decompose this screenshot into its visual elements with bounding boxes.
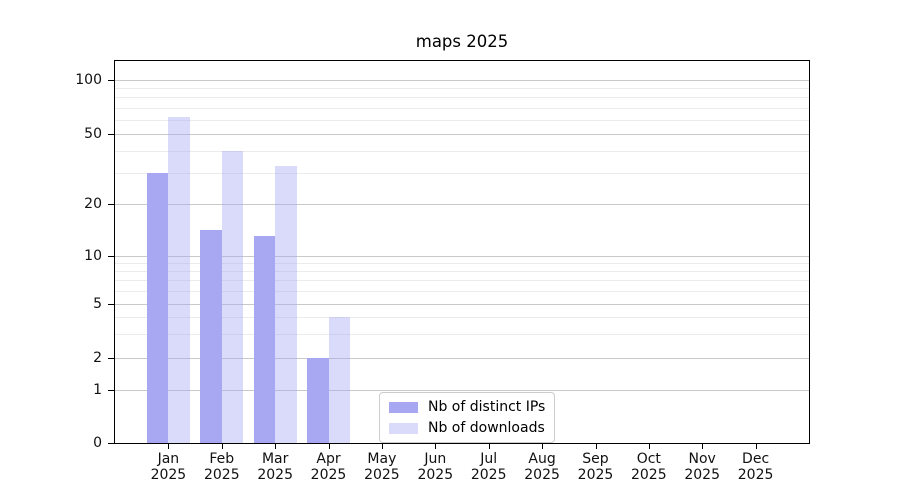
x-tick-label: Jul 2025 bbox=[470, 451, 507, 483]
x-tick-label: Dec 2025 bbox=[737, 451, 774, 483]
x-tick-label: Feb 2025 bbox=[203, 451, 240, 483]
gridline-major bbox=[115, 79, 809, 81]
gridline-minor bbox=[115, 262, 809, 264]
gridline-major bbox=[115, 389, 809, 391]
x-tick-mark bbox=[542, 444, 544, 449]
gridline-major bbox=[115, 203, 809, 205]
bar-ips-mar bbox=[253, 235, 276, 443]
gridline-minor bbox=[115, 120, 809, 121]
x-tick-mark bbox=[381, 444, 383, 449]
gridline-minor bbox=[115, 173, 809, 175]
x-tick-label: Sep 2025 bbox=[577, 451, 614, 483]
gridline-minor bbox=[115, 88, 809, 89]
gridline-minor bbox=[115, 317, 809, 318]
gridline-major bbox=[115, 134, 809, 136]
y-tick-mark bbox=[108, 134, 114, 136]
x-tick-mark bbox=[702, 444, 704, 449]
bar-downloads-apr bbox=[328, 317, 350, 443]
legend-row: Nb of downloads bbox=[389, 419, 545, 437]
y-tick-mark bbox=[108, 255, 114, 257]
y-tick-mark bbox=[108, 357, 114, 359]
x-tick-mark bbox=[328, 444, 330, 449]
gridline-minor bbox=[115, 151, 809, 153]
bar-ips-apr bbox=[307, 357, 329, 443]
x-tick-mark bbox=[275, 444, 277, 449]
y-tick-label: 2 bbox=[93, 349, 102, 366]
bars-layer bbox=[115, 61, 809, 443]
x-tick-label: Nov 2025 bbox=[684, 451, 720, 483]
y-tick-label: 0 bbox=[93, 435, 102, 451]
legend-swatch-ips bbox=[389, 401, 418, 413]
gridline-minor bbox=[115, 271, 809, 273]
legend-row: Nb of distinct IPs bbox=[389, 398, 545, 416]
gridline-minor bbox=[115, 97, 809, 99]
gridline-minor bbox=[115, 291, 809, 293]
grid-layer bbox=[115, 61, 809, 443]
plot-area: Nb of distinct IPs Nb of downloads bbox=[114, 60, 810, 444]
x-tick-label: May 2025 bbox=[364, 451, 400, 483]
gridline-minor bbox=[115, 333, 809, 335]
x-tick-mark bbox=[755, 444, 757, 449]
legend-label: Nb of distinct IPs bbox=[428, 399, 546, 415]
y-tick-mark bbox=[108, 79, 114, 81]
y-tick-mark bbox=[108, 203, 114, 205]
y-tick-mark bbox=[108, 389, 114, 391]
legend: Nb of distinct IPs Nb of downloads bbox=[379, 392, 556, 443]
x-tick-label: Mar 2025 bbox=[257, 451, 293, 483]
chart-title: maps 2025 bbox=[415, 32, 509, 51]
y-tick-label: 20 bbox=[84, 195, 102, 212]
x-tick-label: Oct 2025 bbox=[630, 451, 667, 483]
y-tick-label: 10 bbox=[84, 247, 102, 264]
gridline-major bbox=[115, 303, 809, 305]
bar-ips-feb bbox=[200, 230, 222, 443]
y-tick-label: 100 bbox=[75, 71, 102, 88]
bar-ips-jan bbox=[147, 173, 169, 443]
gridline-minor bbox=[115, 107, 809, 109]
y-tick-label: 50 bbox=[84, 126, 102, 143]
x-tick-label: Apr 2025 bbox=[310, 451, 347, 483]
x-tick-mark bbox=[168, 444, 170, 449]
x-tick-mark bbox=[435, 444, 437, 449]
gridline-major bbox=[115, 357, 809, 359]
x-tick-mark bbox=[648, 444, 650, 449]
legend-swatch-downloads bbox=[389, 422, 418, 434]
y-tick-mark bbox=[108, 303, 114, 305]
x-tick-label: Aug 2025 bbox=[524, 451, 560, 483]
x-tick-label: Jan 2025 bbox=[150, 451, 187, 483]
bar-downloads-mar bbox=[275, 165, 297, 443]
legend-label: Nb of downloads bbox=[428, 420, 545, 436]
y-tick-label: 1 bbox=[93, 381, 102, 398]
bar-downloads-feb bbox=[221, 151, 244, 443]
y-tick-mark bbox=[108, 443, 114, 444]
gridline-minor bbox=[115, 280, 809, 282]
x-tick-label: Jun 2025 bbox=[417, 451, 454, 483]
x-tick-mark bbox=[221, 444, 223, 449]
x-tick-mark bbox=[488, 444, 490, 449]
gridline-major bbox=[115, 255, 809, 257]
bar-downloads-jan bbox=[168, 117, 190, 443]
x-tick-mark bbox=[595, 444, 597, 449]
y-tick-label: 5 bbox=[93, 295, 102, 312]
